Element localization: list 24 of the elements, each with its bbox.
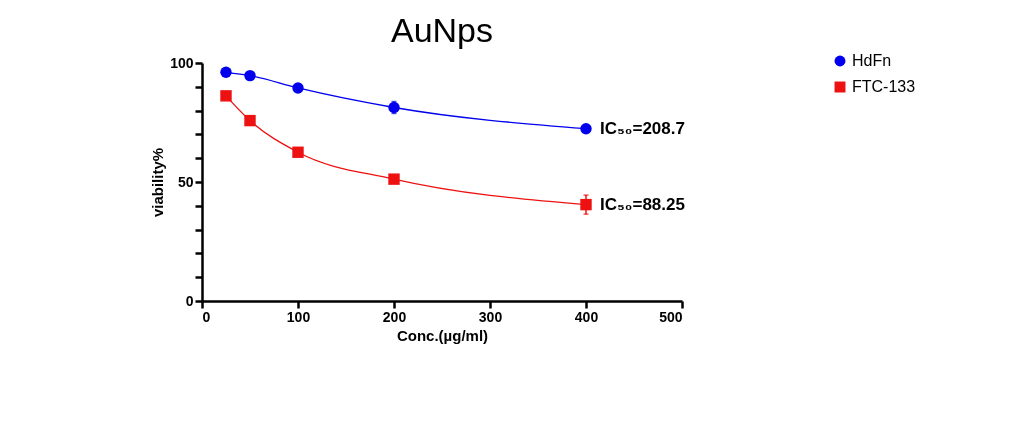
point — [244, 69, 256, 82]
y-axis-title: viability% — [149, 147, 167, 218]
legend-label: FTC-133 — [852, 78, 916, 95]
point — [292, 82, 304, 94]
y-tick-label: 50 — [177, 173, 194, 190]
point — [292, 146, 304, 158]
x-tick-label: 200 — [382, 308, 407, 325]
x-axis-title: Conc.(µg/ml) — [396, 326, 489, 344]
point — [244, 114, 256, 127]
point — [220, 90, 232, 102]
point — [580, 123, 592, 135]
point — [220, 66, 232, 78]
x-tick-label: 0 — [202, 308, 211, 325]
y-tick-label: 0 — [185, 292, 194, 309]
point — [388, 173, 400, 185]
x-tick-label: 100 — [286, 308, 311, 325]
x-tick-label: 400 — [574, 308, 599, 325]
x-tick-label: 300 — [478, 308, 503, 325]
chart-title: AuNps — [390, 11, 494, 49]
annotation: IC₅₀=208.7 — [600, 118, 685, 138]
y-tick-label: 100 — [170, 54, 194, 71]
x-tick-label: 500 — [659, 308, 683, 325]
legend-label: HdFn — [852, 52, 892, 69]
annotation: IC₅₀=88.25 — [600, 194, 685, 214]
